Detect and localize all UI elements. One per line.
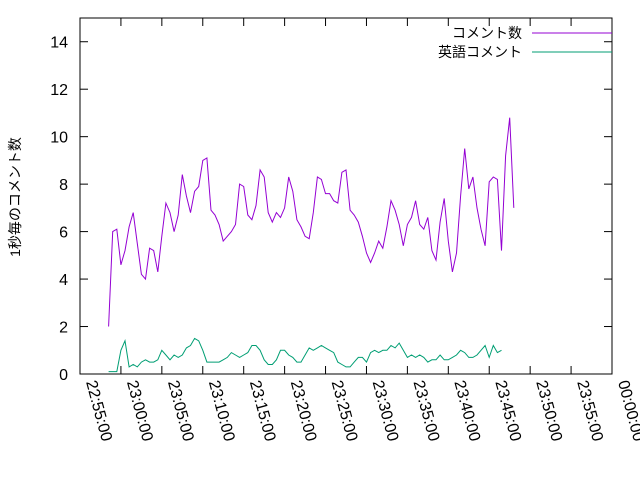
y-tick-label: 0 (59, 367, 68, 384)
x-tick-label: 23:30:00 (369, 379, 402, 444)
plot-border (79, 17, 613, 375)
x-tick-label: 23:50:00 (532, 379, 565, 444)
series-line-2 (108, 337, 502, 373)
x-tick-label: 23:00:00 (123, 379, 156, 444)
x-tick-label: 23:05:00 (164, 379, 197, 444)
plot-frame (79, 17, 613, 375)
x-tick-label: 23:45:00 (491, 379, 524, 444)
x-tick-label: 23:35:00 (410, 379, 443, 444)
x-tick-label: 23:55:00 (573, 379, 606, 444)
y-tick-label: 8 (59, 177, 68, 194)
x-tick-label: 23:15:00 (246, 379, 279, 444)
legend-label: 英語コメント (438, 44, 522, 60)
legend-label: コメント数 (452, 25, 522, 41)
x-tick-label: 00:00:00 (614, 379, 640, 444)
y-axis: 0 2 4 6 8 10 12 14 (50, 35, 612, 384)
x-tick-label: 22:55:00 (82, 379, 115, 444)
x-tick-label: 23:25:00 (328, 379, 361, 444)
y-tick-label: 12 (50, 82, 68, 99)
x-tick-label: 23:20:00 (287, 379, 320, 444)
y-tick-label: 14 (50, 35, 68, 52)
y-tick-label: 2 (59, 320, 68, 337)
y-tick-label: 6 (59, 225, 68, 242)
x-axis: 22:55:00 23:00:00 23:05:00 23:10:00 23:15:00… (79, 18, 640, 444)
x-tick-label: 23:10:00 (205, 379, 238, 444)
series-layer (108, 117, 515, 373)
series-line-1 (108, 117, 515, 327)
y-tick-label: 10 (50, 130, 68, 147)
x-tick-label: 23:40:00 (450, 379, 483, 444)
y-tick-label: 4 (59, 272, 68, 289)
y-axis-title: 1秒毎のコメント数 (7, 137, 23, 257)
